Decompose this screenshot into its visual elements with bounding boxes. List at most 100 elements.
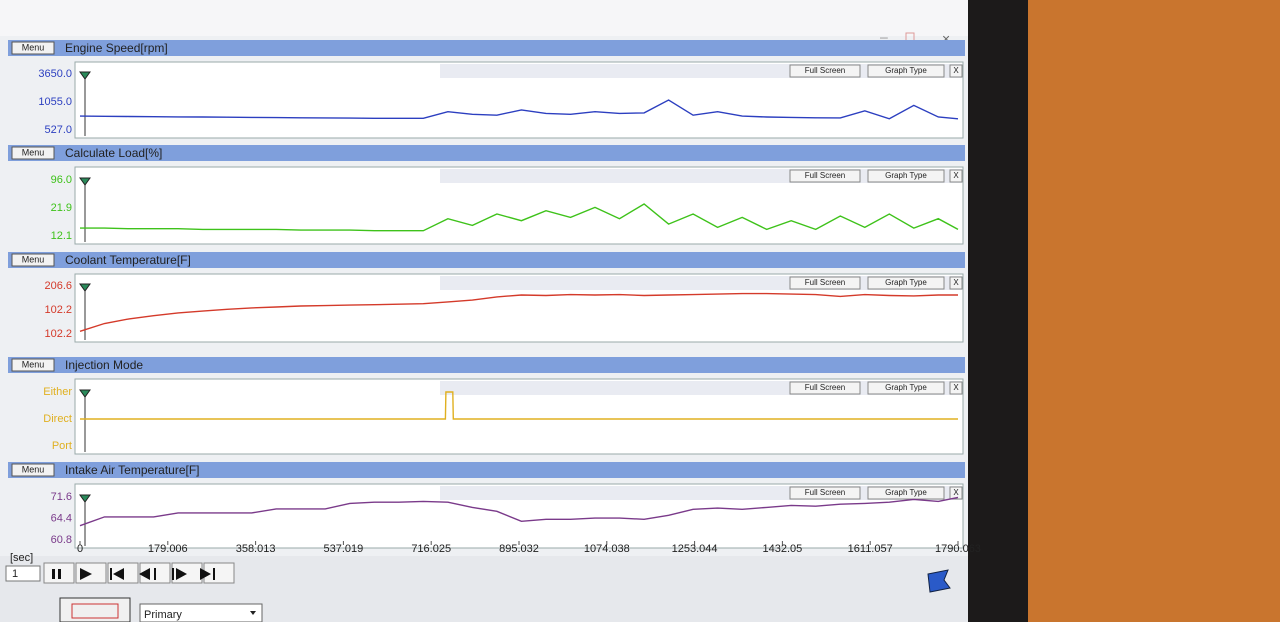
level-label: Port [52, 440, 72, 452]
panel-button-label[interactable]: X [953, 488, 959, 497]
panel-button[interactable] [789, 486, 861, 500]
minimize[interactable]: – [880, 29, 888, 45]
cursor-marker [79, 283, 91, 292]
playback-icon [80, 568, 92, 580]
panel-button-label[interactable]: Graph Type [885, 488, 927, 497]
x-tick-label: 895.032 [499, 543, 539, 555]
dropdown[interactable] [139, 603, 263, 622]
panel-button[interactable] [949, 486, 963, 500]
dropdown-value[interactable]: Primary [144, 609, 182, 621]
panel-title: Injection Mode [65, 358, 143, 372]
playback-icon [110, 568, 124, 580]
menu-label[interactable]: Menu [22, 254, 45, 264]
panel-button-label[interactable]: X [953, 383, 959, 392]
playback-icon [139, 568, 156, 580]
panel-button[interactable] [789, 381, 861, 395]
x-tick-label: 1253.044 [672, 543, 718, 555]
x-tick-label: 1432.05 [763, 543, 803, 555]
panel-button[interactable] [867, 486, 945, 500]
panel-title: Coolant Temperature[F] [65, 253, 191, 267]
x-tick-label: 179.006 [148, 543, 188, 555]
menu-label[interactable]: Menu [22, 464, 45, 474]
scale-label: 1055.0 [38, 96, 72, 108]
scale-label: 527.0 [44, 124, 72, 136]
scale-label: 3650.0 [38, 68, 72, 80]
trace [80, 391, 958, 420]
scale-label: 96.0 [51, 174, 72, 186]
trace [80, 203, 959, 232]
panel-title: Engine Speed[rpm] [65, 41, 168, 55]
panel-button-label[interactable]: Graph Type [885, 171, 927, 180]
panel-header [8, 252, 965, 268]
panel-button-label[interactable]: Graph Type [885, 66, 927, 75]
panel-button[interactable] [949, 169, 963, 183]
panel-title: Calculate Load[%] [65, 146, 162, 160]
cursor-marker [79, 177, 91, 186]
scale-label: 102.2 [44, 328, 72, 340]
panel-button-label[interactable]: Full Screen [805, 488, 845, 497]
panel-button-label[interactable]: Graph Type [885, 383, 927, 392]
scale-label: 60.8 [51, 534, 72, 546]
x-tick-label: 1074.038 [584, 543, 630, 555]
panel-button[interactable] [949, 276, 963, 290]
panel-button[interactable] [867, 276, 945, 290]
cursor-marker [79, 494, 91, 503]
panel-button[interactable] [867, 381, 945, 395]
x-tick-label: 1790.063 [935, 543, 981, 555]
menu-label[interactable]: Menu [22, 359, 45, 369]
scale-label: 102.2 [44, 304, 72, 316]
panel-button[interactable] [789, 169, 861, 183]
panel-button-label[interactable]: Full Screen [805, 278, 845, 287]
time-unit: [sec] [10, 552, 33, 564]
menu-label[interactable]: Menu [22, 42, 45, 52]
menu-button[interactable] [11, 41, 55, 55]
scale-label: 21.9 [51, 202, 72, 214]
playback-icon [200, 568, 215, 580]
panel-button-label[interactable]: X [953, 66, 959, 75]
x-tick-label: 0 [77, 543, 83, 555]
trace [79, 292, 958, 332]
menu-button[interactable] [11, 358, 55, 372]
level-label: Either [43, 386, 72, 398]
panel-button-label[interactable]: X [953, 278, 959, 287]
playback-icon [172, 568, 187, 580]
content: Menu Engine Speed[rpm] Full Screen Graph Ty… [5, 40, 981, 622]
step-value[interactable]: 1 [12, 568, 18, 580]
menu-button[interactable] [11, 463, 55, 477]
menu-button[interactable] [11, 146, 55, 160]
panel-button-label[interactable]: Full Screen [805, 66, 845, 75]
menu-button[interactable] [11, 253, 55, 267]
panel-header [8, 462, 965, 478]
panel-button-label[interactable]: Graph Type [885, 278, 927, 287]
panel-header [8, 40, 965, 56]
panel-button[interactable] [789, 276, 861, 290]
trace [79, 496, 959, 527]
panel-button[interactable] [867, 64, 945, 78]
tool-icon [71, 603, 119, 619]
step-spinner[interactable] [5, 565, 41, 582]
cursor-marker [79, 389, 91, 398]
menu-label[interactable]: Menu [22, 147, 45, 157]
trace [79, 99, 959, 120]
panel-header [8, 357, 965, 373]
level-label: Direct [43, 413, 72, 425]
close[interactable]: × [942, 31, 950, 47]
panel-button[interactable] [949, 381, 963, 395]
scale-label: 71.6 [51, 491, 72, 503]
panel-button[interactable] [789, 64, 861, 78]
x-tick-label: 358.013 [236, 543, 276, 555]
flag-icon[interactable] [927, 569, 951, 593]
x-tick-label: 537.019 [324, 543, 364, 555]
panel-button-label[interactable]: X [953, 171, 959, 180]
panel-button-label[interactable]: Full Screen [805, 171, 845, 180]
scale-label: 206.6 [44, 280, 72, 292]
bezel [960, 0, 1028, 622]
panel-button[interactable] [867, 169, 945, 183]
title-bar [0, 0, 968, 36]
scale-label: 64.4 [51, 512, 72, 524]
panel-button[interactable] [949, 64, 963, 78]
dropdown-arrow [250, 611, 256, 615]
panel-button-label[interactable]: Full Screen [805, 383, 845, 392]
